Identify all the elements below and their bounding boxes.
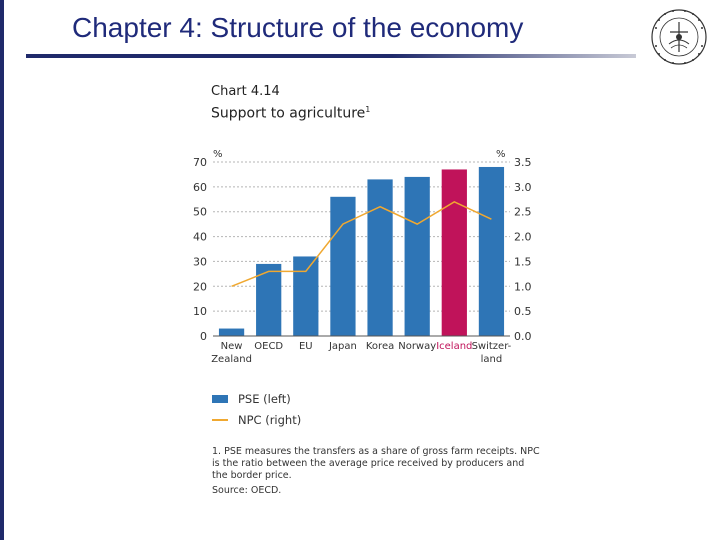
series-line-npc bbox=[231, 200, 492, 287]
chart-number-label: Chart 4.14 bbox=[211, 84, 280, 99]
legend-npc-swatch bbox=[212, 419, 228, 421]
bar-pse bbox=[218, 328, 245, 336]
right-axis-tick-label: 2.0 bbox=[514, 231, 532, 244]
legend-pse-swatch bbox=[212, 395, 228, 403]
university-seal-icon bbox=[651, 9, 707, 65]
legend-pse-label: PSE (left) bbox=[238, 392, 291, 406]
category-label: OECD bbox=[254, 341, 283, 352]
slide-left-accent-bar bbox=[0, 0, 4, 540]
right-axis-tick-label: 0.0 bbox=[514, 330, 532, 343]
left-axis-tick-label: 30 bbox=[193, 255, 207, 268]
right-axis-tick-label: 0.5 bbox=[514, 305, 532, 318]
chart-title-text: Support to agriculture bbox=[211, 105, 366, 122]
bar-pse bbox=[404, 176, 430, 336]
left-axis-tick-label: 60 bbox=[193, 181, 207, 194]
bar-pse bbox=[293, 256, 319, 336]
category-label: Norway bbox=[398, 341, 436, 352]
bar-pse bbox=[330, 196, 356, 336]
chart-title: Support to agriculture1 bbox=[211, 105, 370, 122]
left-axis-tick-label: 50 bbox=[193, 206, 207, 219]
category-label: New bbox=[221, 341, 243, 352]
bar-pse bbox=[478, 166, 505, 336]
right-axis-tick-label: 1.0 bbox=[514, 280, 532, 293]
slide-title: Chapter 4: Structure of the economy bbox=[72, 12, 524, 43]
right-axis-unit: % bbox=[496, 149, 506, 160]
left-axis-tick-label: 40 bbox=[193, 231, 207, 244]
right-axis-tick-label: 2.5 bbox=[514, 206, 532, 219]
category-label: Switzer- bbox=[472, 341, 512, 352]
right-axis-tick-label: 3.5 bbox=[514, 156, 532, 169]
legend-npc-label: NPC (right) bbox=[238, 413, 302, 427]
left-axis-tick-label: 0 bbox=[200, 330, 207, 343]
chart-source: Source: OECD. bbox=[212, 485, 282, 496]
category-label: Iceland bbox=[436, 341, 472, 352]
bar-pse bbox=[441, 169, 467, 336]
left-axis-tick-label: 70 bbox=[193, 156, 207, 169]
category-label: Korea bbox=[366, 341, 394, 352]
category-label: Zealand bbox=[211, 354, 252, 365]
category-label: EU bbox=[299, 341, 313, 352]
right-axis-tick-label: 1.5 bbox=[514, 255, 532, 268]
right-axis-tick-label: 3.0 bbox=[514, 181, 532, 194]
left-axis-tick-label: 20 bbox=[193, 280, 207, 293]
chart-title-footnote-mark: 1 bbox=[365, 105, 371, 114]
chart-footnote: 1. PSE measures the transfers as a share… bbox=[212, 446, 540, 481]
category-label: Japan bbox=[328, 341, 357, 352]
title-underline-rule bbox=[26, 54, 636, 58]
category-label: land bbox=[481, 354, 503, 365]
bar-pse bbox=[367, 179, 393, 336]
left-axis-unit: % bbox=[213, 149, 223, 160]
left-axis-tick-label: 10 bbox=[193, 305, 207, 318]
bar-pse bbox=[256, 263, 282, 336]
